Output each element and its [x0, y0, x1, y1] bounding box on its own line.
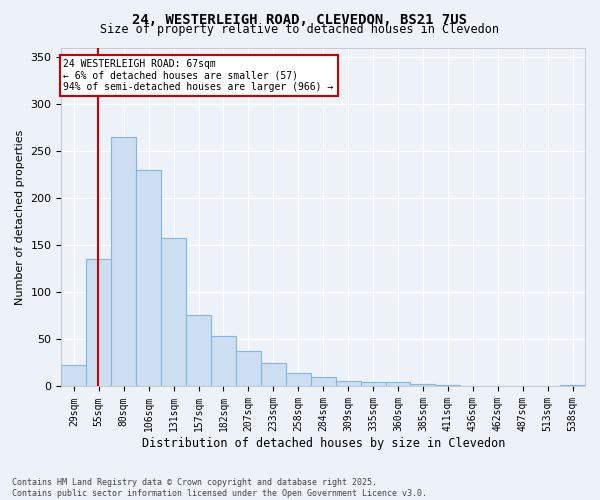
Bar: [61, 365, 86, 386]
Text: Contains HM Land Registry data © Crown copyright and database right 2025.
Contai: Contains HM Land Registry data © Crown c…: [12, 478, 427, 498]
Bar: [236, 350, 261, 386]
Text: Size of property relative to detached houses in Clevedon: Size of property relative to detached ho…: [101, 22, 499, 36]
Bar: [136, 170, 161, 386]
Y-axis label: Number of detached properties: Number of detached properties: [15, 130, 25, 304]
Bar: [386, 382, 410, 386]
Text: 24 WESTERLEIGH ROAD: 67sqm
← 6% of detached houses are smaller (57)
94% of semi-: 24 WESTERLEIGH ROAD: 67sqm ← 6% of detac…: [64, 59, 334, 92]
Bar: [361, 382, 386, 386]
Bar: [86, 260, 111, 386]
Bar: [261, 363, 286, 386]
Bar: [161, 238, 186, 386]
Bar: [410, 384, 436, 386]
Bar: [436, 384, 460, 386]
Bar: [111, 137, 136, 386]
Bar: [286, 374, 311, 386]
Bar: [560, 384, 585, 386]
X-axis label: Distribution of detached houses by size in Clevedon: Distribution of detached houses by size …: [142, 437, 505, 450]
Text: 24, WESTERLEIGH ROAD, CLEVEDON, BS21 7US: 24, WESTERLEIGH ROAD, CLEVEDON, BS21 7US: [133, 12, 467, 26]
Bar: [311, 377, 335, 386]
Bar: [186, 315, 211, 386]
Bar: [211, 336, 236, 386]
Bar: [335, 381, 361, 386]
